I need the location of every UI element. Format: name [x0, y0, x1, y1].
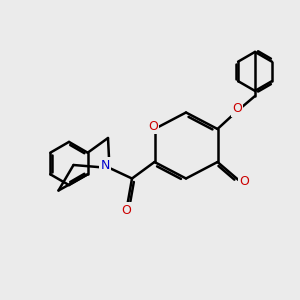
- Text: O: O: [121, 203, 131, 217]
- Text: N: N: [100, 158, 110, 172]
- Text: O: O: [232, 102, 242, 116]
- Text: O: O: [148, 119, 158, 133]
- Text: O: O: [239, 175, 249, 188]
